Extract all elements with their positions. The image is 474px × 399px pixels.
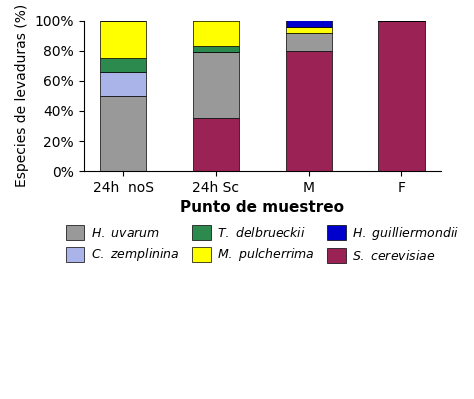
Bar: [193, 20, 239, 46]
Bar: [100, 72, 146, 96]
Bar: [100, 58, 146, 72]
Y-axis label: Especies de levaduras (%): Especies de levaduras (%): [15, 4, 29, 188]
Bar: [100, 20, 146, 58]
Bar: [285, 33, 332, 51]
Legend: $\it{H.\ uvarum}$, $\it{C.\ zemplinina}$, $\it{T.\ delbrueckii}$, $\it{M.\ pulch: $\it{H.\ uvarum}$, $\it{C.\ zemplinina}$…: [61, 219, 464, 269]
Bar: [285, 51, 332, 171]
Bar: [100, 96, 146, 171]
Bar: [193, 46, 239, 52]
X-axis label: Punto de muestreo: Punto de muestreo: [180, 200, 344, 215]
Bar: [378, 20, 425, 171]
Bar: [285, 26, 332, 33]
Bar: [193, 119, 239, 171]
Bar: [193, 52, 239, 119]
Bar: [285, 20, 332, 26]
